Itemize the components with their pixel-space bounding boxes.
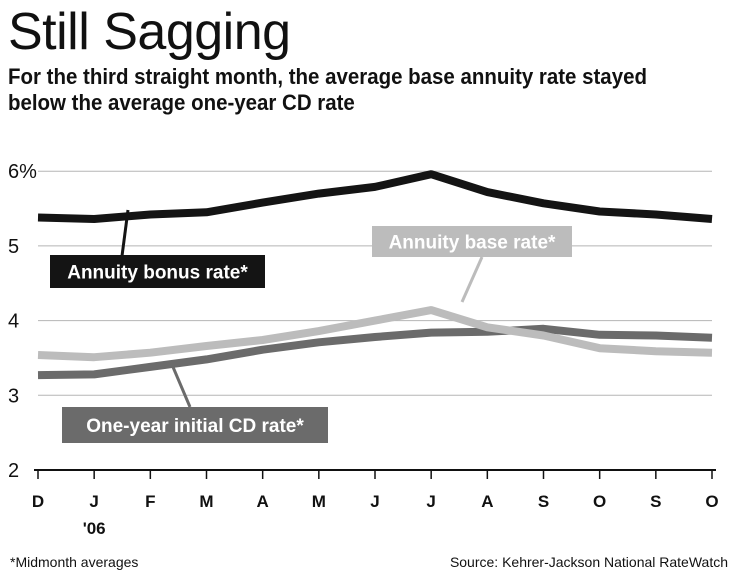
annuity-bonus-rate-label-box	[50, 255, 265, 288]
x-tick-label: J	[426, 492, 435, 511]
y-tick-label: 6%	[8, 161, 37, 183]
footnote: *Midmonth averages	[10, 554, 139, 570]
annuity-bonus-rate-line	[37, 170, 713, 223]
x-tick-label: J	[89, 492, 98, 511]
annuity-bonus-rate-label-leader	[120, 209, 130, 257]
cd-rate-label-box	[62, 407, 328, 443]
annuity-base-rate-label-box	[372, 226, 572, 257]
annuity-base-rate-line	[37, 306, 713, 362]
cd-rate-label: One-year initial CD rate*	[86, 416, 304, 437]
x-tick-label: S	[538, 492, 549, 511]
annuity-base-rate-label-leader	[460, 256, 484, 303]
cd-rate-label-leader	[171, 366, 192, 408]
source-note: Source: Kehrer-Jackson National RateWatc…	[449, 554, 728, 570]
x-tick-label: J	[370, 492, 379, 511]
y-tick-label: 3	[8, 385, 19, 407]
annuity-base-rate-label: Annuity base rate*	[389, 233, 556, 254]
y-tick-label: 2	[8, 460, 19, 482]
x-tick-label: O	[593, 492, 606, 511]
cd-rate-line	[37, 324, 713, 380]
y-tick-label: 4	[8, 311, 19, 333]
x-tick-label: M	[312, 492, 326, 511]
x-tick-label: O	[705, 492, 718, 511]
x-tick-label: D	[32, 492, 44, 511]
x-tick-label: M	[199, 492, 213, 511]
y-tick-label: 5	[8, 236, 19, 258]
annuity-bonus-rate-label: Annuity bonus rate*	[67, 263, 248, 284]
chart-title: Still Sagging	[8, 3, 291, 61]
x-tick-label: A	[481, 492, 493, 511]
x-tick-label: A	[257, 492, 269, 511]
x-tick-label: S	[650, 492, 661, 511]
chart-subtitle: For the third straight month, the averag…	[8, 64, 647, 115]
x-tick-label: F	[145, 492, 155, 511]
year-label: '06	[83, 519, 106, 538]
